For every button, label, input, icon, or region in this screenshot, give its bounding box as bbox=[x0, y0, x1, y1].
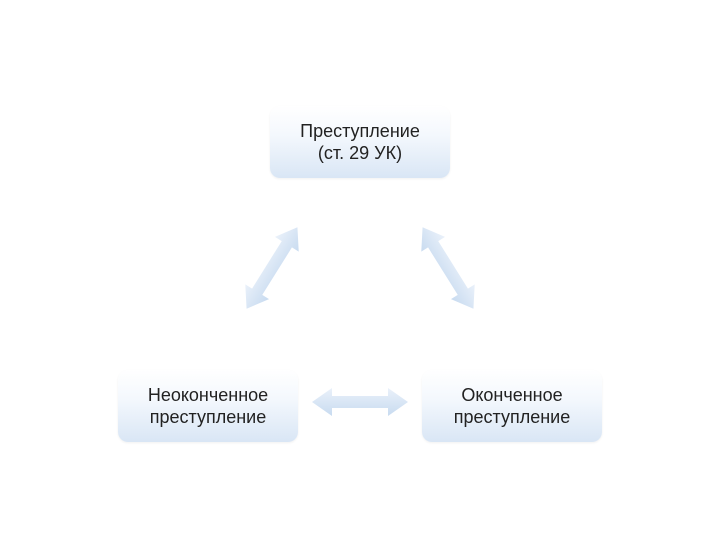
node-top-line1: Преступление bbox=[300, 120, 420, 143]
arrow-bottom bbox=[312, 386, 408, 418]
node-left: Неоконченное преступление bbox=[118, 370, 298, 442]
node-right-line1: Оконченное bbox=[454, 384, 570, 407]
node-right-line2: преступление bbox=[454, 406, 570, 429]
node-left-line2: преступление bbox=[148, 406, 268, 429]
arrow-left-top bbox=[233, 219, 311, 317]
node-right: Оконченное преступление bbox=[422, 370, 602, 442]
node-top-line2: (ст. 29 УК) bbox=[300, 142, 420, 165]
arrow-top-right bbox=[409, 219, 487, 317]
node-top: Преступление (ст. 29 УК) bbox=[270, 106, 450, 178]
node-left-line1: Неоконченное bbox=[148, 384, 268, 407]
